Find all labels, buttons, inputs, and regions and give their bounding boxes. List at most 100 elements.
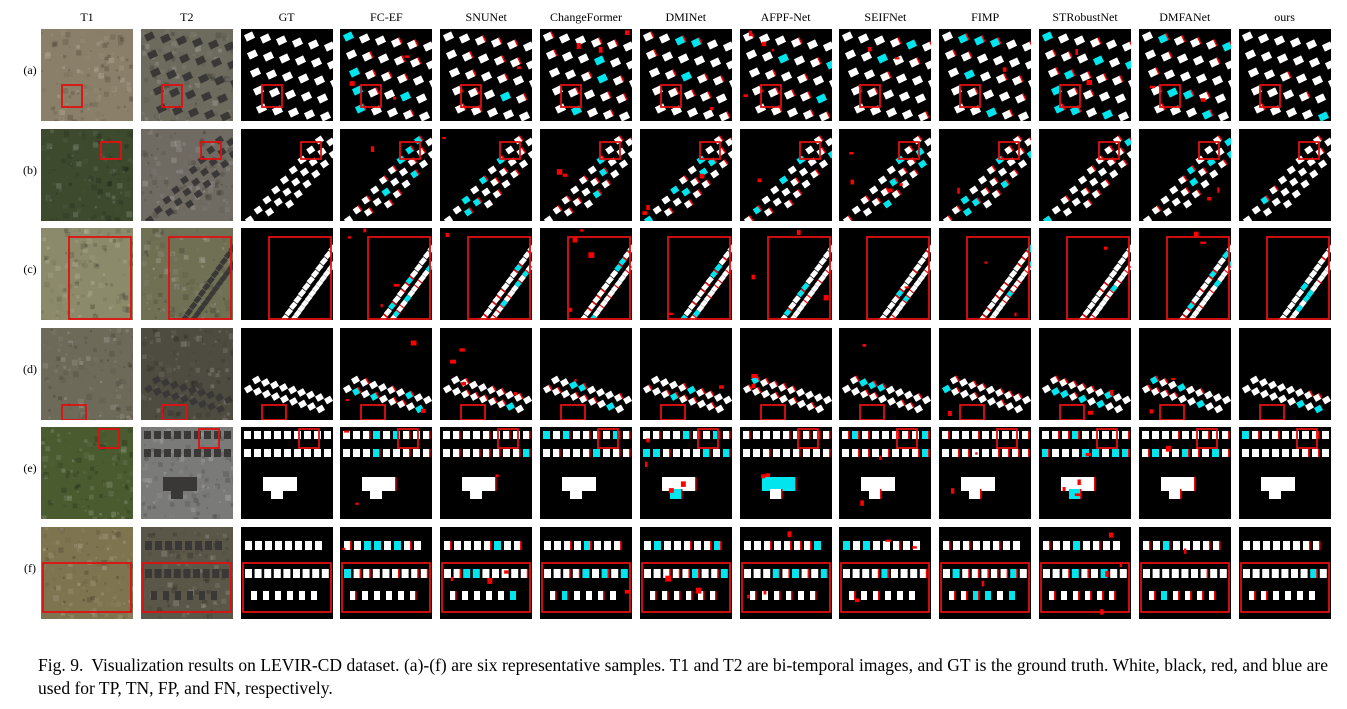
- image-cell: [540, 427, 632, 520]
- image-cell: [639, 29, 732, 121]
- image-cell: [340, 427, 433, 520]
- image-cell: [1238, 327, 1331, 420]
- image-cell: [340, 128, 433, 221]
- image-cell: [41, 327, 133, 420]
- column-header-8: SEIFNet: [864, 10, 907, 24]
- image-cell: [1039, 427, 1131, 520]
- image-cell: [41, 228, 133, 321]
- column-header-12: ours: [1274, 10, 1295, 24]
- image-cell: [41, 527, 133, 619]
- image-cell: [1039, 327, 1131, 420]
- image-cell: [1138, 327, 1231, 420]
- image-cell: [240, 327, 333, 420]
- image-cell: [140, 527, 233, 619]
- image-cell: [41, 427, 133, 520]
- image-cell: [340, 527, 433, 619]
- row-label-5: (f): [24, 561, 36, 575]
- image-cell: [739, 427, 832, 520]
- image-cell: [240, 29, 333, 121]
- image-cell: [939, 29, 1032, 121]
- image-cell: [340, 327, 433, 420]
- image-cell: [739, 29, 832, 121]
- image-cell: [1138, 228, 1231, 321]
- image-cell: [1039, 128, 1131, 221]
- column-header-10: STRobustNet: [1052, 10, 1118, 24]
- image-cell: [240, 427, 333, 520]
- image-cell: [540, 527, 632, 619]
- image-cell: [440, 427, 533, 520]
- column-header-7: AFPF-Net: [760, 10, 811, 24]
- image-cell: [240, 527, 333, 619]
- caption-label: Fig. 9.: [38, 655, 84, 675]
- image-cell: [140, 427, 233, 520]
- image-cell: [1238, 228, 1331, 321]
- image-cell: [540, 228, 632, 321]
- image-cell: [440, 228, 533, 321]
- image-cell: [440, 327, 533, 420]
- image-cell: [240, 128, 333, 221]
- image-cell: [839, 527, 932, 619]
- column-header-5: ChangeFormer: [550, 10, 622, 24]
- image-cell: [41, 29, 133, 121]
- image-cell: [839, 128, 932, 221]
- column-header-4: SNUNet: [465, 10, 507, 24]
- image-cell: [839, 427, 932, 520]
- image-cell: [41, 128, 133, 221]
- image-cell: [340, 29, 433, 121]
- image-cell: [1238, 128, 1331, 221]
- image-cell: [939, 327, 1032, 420]
- image-cell: [240, 228, 333, 321]
- image-cell: [939, 228, 1032, 321]
- image-cell: [839, 228, 932, 321]
- image-cell: [639, 228, 732, 321]
- image-cell: [540, 327, 632, 420]
- image-cell: [739, 228, 832, 321]
- column-header-1: T2: [180, 10, 194, 24]
- image-cell: [140, 228, 233, 321]
- column-header-3: FC-EF: [370, 10, 403, 24]
- figure-grid: T1 T2 GT FC-EF SNUNet ChangeFormer DMINet AFPF-…: [23, 10, 1331, 619]
- image-cell: [1039, 228, 1131, 321]
- row-label-3: (d): [23, 361, 37, 376]
- row-label-0: (a): [23, 63, 37, 77]
- image-cell: [1238, 29, 1331, 121]
- image-cell: [1238, 527, 1331, 619]
- image-cell: [939, 128, 1032, 221]
- image-cell: [1138, 527, 1231, 619]
- image-cell: [440, 29, 533, 121]
- row-label-2: (c): [23, 262, 37, 277]
- image-cell: [140, 128, 233, 221]
- image-cell: [639, 527, 732, 619]
- figure-caption: Fig. 9. Visualization results on LEVIR-CD…: [38, 654, 1328, 700]
- image-cell: [140, 29, 233, 121]
- row-label-4: (e): [23, 461, 37, 476]
- image-cell: [639, 427, 732, 520]
- image-cell: [639, 327, 732, 420]
- image-cell: [440, 128, 533, 221]
- column-header-0: T1: [80, 10, 94, 24]
- image-cell: [939, 427, 1032, 520]
- image-cell: [1039, 527, 1131, 619]
- image-cell: [839, 327, 932, 420]
- image-cell: [1138, 128, 1231, 221]
- image-cell: [1238, 427, 1331, 520]
- image-cell: [540, 29, 632, 121]
- image-cell: [140, 327, 233, 420]
- image-cell: [739, 128, 832, 221]
- image-cell: [939, 527, 1032, 619]
- image-cell: [1138, 29, 1231, 121]
- column-header-2: GT: [278, 10, 295, 24]
- image-cell: [540, 128, 632, 221]
- image-cell: [1138, 427, 1231, 520]
- column-header-11: DMFANet: [1159, 10, 1211, 24]
- column-header-9: FIMP: [971, 10, 1000, 24]
- image-cell: [340, 228, 433, 321]
- image-cell: [1039, 29, 1131, 121]
- caption-text: Visualization results on LEVIR-CD datase…: [38, 655, 1328, 698]
- row-label-1: (b): [23, 162, 37, 177]
- image-cell: [739, 327, 832, 420]
- image-cell: [739, 527, 832, 619]
- image-cell: [839, 29, 932, 121]
- column-header-6: DMINet: [665, 10, 707, 24]
- image-cell: [440, 527, 533, 619]
